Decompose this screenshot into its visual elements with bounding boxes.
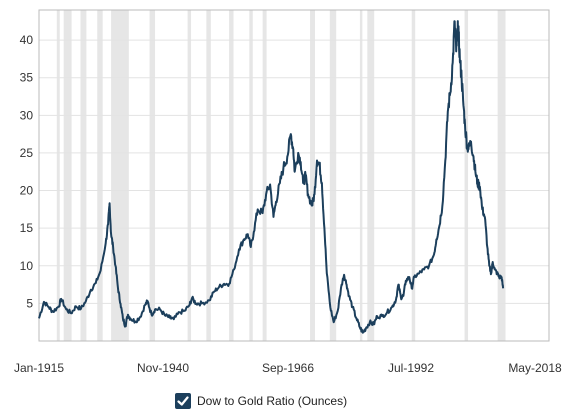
x-axis-tick-labels: Jan-1915 Nov-1940 Sep-1966 Jul-1992 May-2018: [14, 361, 562, 375]
recession-band: [464, 10, 469, 341]
recession-band: [310, 10, 315, 341]
recession-band: [411, 10, 416, 341]
recession-band: [80, 10, 87, 341]
recession-band: [359, 10, 363, 341]
recession-band: [97, 10, 103, 341]
legend-item[interactable]: Dow to Gold Ratio (Ounces): [175, 391, 347, 411]
y-tick-label: 15: [20, 221, 34, 235]
x-tick-label: Jan-1915: [14, 361, 64, 375]
chart-area: 5 10 15 20 25 30 35 40 Jan-1915 Nov-1940 Sep-1966…: [14, 9, 562, 375]
x-tick-label: Sep-1966: [262, 361, 314, 375]
x-tick-label: Nov-1940: [137, 361, 189, 375]
y-axis-tick-labels: 5 10 15 20 25 30 35 40: [20, 33, 34, 310]
recession-band: [249, 10, 253, 341]
recession-band: [187, 10, 192, 341]
recession-band: [367, 10, 375, 341]
recession-band: [63, 10, 72, 341]
x-tick-label: Jul-1992: [388, 361, 434, 375]
y-tick-label: 25: [20, 146, 34, 160]
plot-frame: [38, 9, 550, 342]
y-tick-label: 30: [20, 108, 34, 122]
legend-label: Dow to Gold Ratio (Ounces): [197, 394, 348, 408]
recession-band: [497, 10, 506, 341]
recession-bands: [56, 10, 506, 341]
checkbox-checked-icon[interactable]: [175, 393, 191, 409]
recession-band: [262, 10, 267, 341]
y-tick-label: 20: [20, 184, 34, 198]
recession-band: [329, 10, 337, 341]
y-tick-label: 5: [26, 296, 33, 310]
recession-band: [206, 10, 211, 341]
y-tick-label: 40: [20, 33, 34, 47]
checkmark-icon: [177, 396, 189, 406]
recession-band: [229, 10, 234, 341]
y-tick-label: 10: [20, 259, 34, 273]
recession-band: [111, 10, 129, 341]
y-tick-label: 35: [20, 71, 34, 85]
x-tick-label: May-2018: [508, 361, 562, 375]
recession-band: [56, 10, 60, 341]
recession-band: [149, 10, 156, 341]
series-line-dow-to-gold-ratio: [38, 20, 505, 334]
